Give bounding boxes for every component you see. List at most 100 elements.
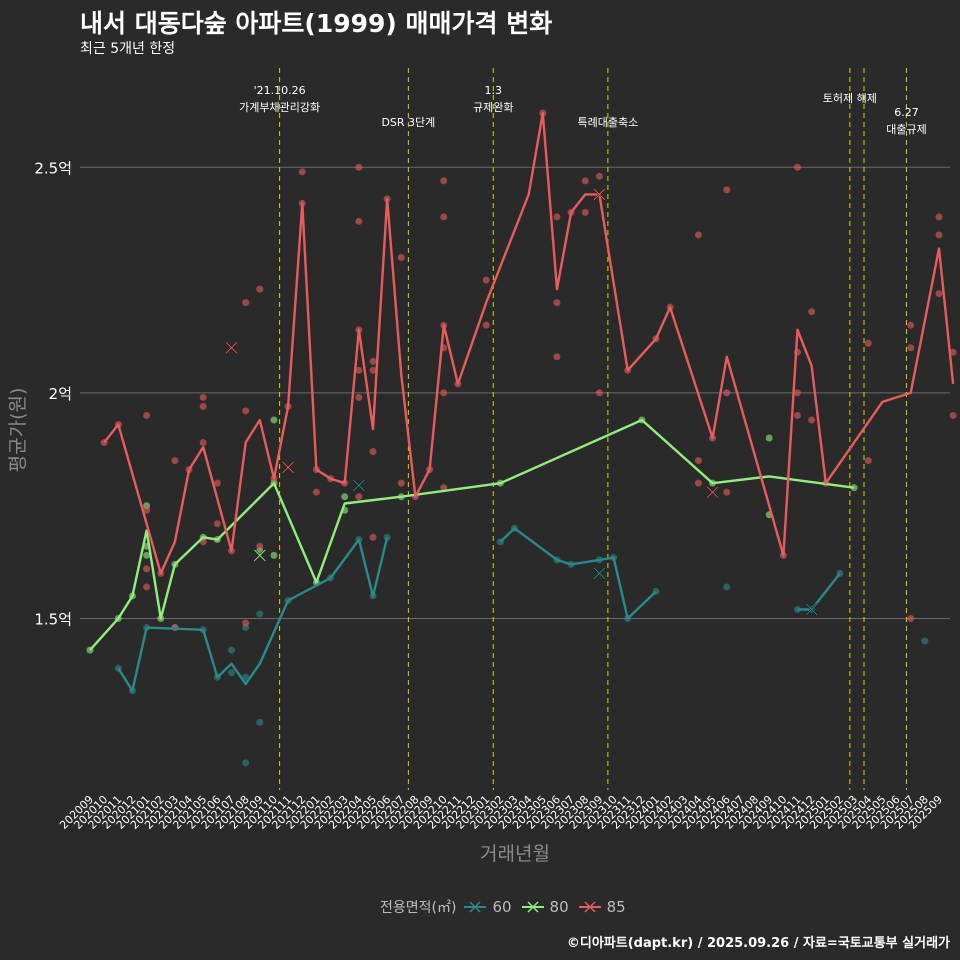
data-point-85 — [694, 457, 702, 465]
data-point-85 — [907, 321, 915, 329]
data-point-85 — [143, 411, 151, 419]
data-point-85 — [440, 389, 448, 397]
data-point-60 — [921, 637, 929, 645]
data-point-85 — [723, 488, 731, 496]
event-label: 토허제 해제 — [823, 91, 877, 105]
data-point-85 — [440, 484, 448, 492]
data-point-85 — [595, 172, 603, 180]
event-label: 1.3 — [485, 84, 503, 97]
data-point-85 — [199, 402, 207, 410]
event-label: 6.27 — [894, 106, 919, 119]
data-point-85 — [482, 321, 490, 329]
legend-item-85[interactable]: 85 — [578, 898, 626, 916]
data-point-85 — [935, 213, 943, 221]
data-point-85 — [199, 393, 207, 401]
data-point-60 — [723, 583, 731, 591]
legend-key-85 — [578, 901, 601, 913]
cross-marker-85 — [706, 485, 719, 499]
source-credit: ©디아파트(dapt.kr) / 2025.09.26 / 자료=국토교통부 실… — [566, 936, 950, 951]
data-point-85 — [794, 163, 801, 171]
data-point-85 — [355, 493, 363, 501]
data-point-85 — [907, 615, 915, 623]
data-point-85 — [256, 285, 264, 293]
data-point-80 — [143, 551, 151, 559]
data-point-85 — [581, 177, 589, 185]
data-point-60 — [242, 759, 250, 767]
legend-item-80[interactable]: 80 — [521, 898, 569, 916]
data-point-80 — [341, 493, 349, 501]
legend-label-80: 80 — [549, 898, 569, 916]
data-point-60 — [256, 610, 264, 618]
series-lines — [89, 111, 955, 692]
data-point-85 — [864, 339, 872, 347]
cross-marker-80 — [253, 549, 267, 562]
data-point-85 — [794, 389, 801, 397]
data-point-85 — [171, 457, 179, 465]
data-point-80 — [270, 551, 278, 559]
data-point-85 — [369, 357, 377, 365]
data-point-85 — [864, 457, 872, 465]
legend-label-60: 60 — [492, 898, 512, 916]
data-point-85 — [794, 411, 801, 419]
data-point-60 — [242, 673, 250, 681]
data-point-85 — [949, 411, 957, 419]
cross-marker-60 — [593, 567, 606, 580]
event-label: 특례대출축소 — [578, 116, 639, 129]
data-point-85 — [440, 213, 448, 221]
data-point-85 — [397, 479, 405, 487]
cross-marker-60 — [352, 479, 366, 492]
y-tick-label: 2억 — [49, 385, 72, 403]
cross-marker-85 — [593, 188, 606, 201]
data-point-85 — [553, 353, 561, 361]
data-point-60 — [256, 718, 264, 726]
event-label: DSR 3단계 — [381, 116, 435, 129]
data-point-85 — [553, 299, 561, 307]
data-point-85 — [143, 565, 151, 573]
data-point-85 — [143, 506, 151, 514]
cross-marker-85 — [225, 341, 238, 354]
y-tick-label: 1.5억 — [34, 611, 72, 629]
cross-marker-60 — [805, 603, 818, 616]
data-point-85 — [694, 231, 702, 239]
data-point-85 — [581, 208, 589, 216]
data-point-85 — [808, 308, 816, 316]
data-point-85 — [355, 366, 363, 374]
data-point-85 — [369, 448, 377, 456]
data-point-85 — [242, 407, 250, 415]
data-point-85 — [553, 213, 561, 221]
data-point-85 — [312, 488, 320, 496]
data-point-85 — [256, 542, 264, 550]
data-point-85 — [440, 177, 448, 185]
legend-key-80 — [521, 901, 544, 913]
series-line-80 — [89, 418, 855, 651]
data-point-85 — [935, 231, 943, 239]
data-point-85 — [369, 533, 377, 541]
event-label: 규제완화 — [473, 101, 513, 114]
event-label: '21.10.26 — [254, 84, 306, 97]
legend-item-60[interactable]: 60 — [464, 898, 512, 916]
data-point-60 — [228, 646, 235, 654]
data-point-85 — [949, 348, 957, 356]
data-point-85 — [355, 393, 363, 401]
data-point-85 — [482, 276, 490, 284]
cross-marker-85 — [281, 461, 295, 474]
y-tick-label: 2.5억 — [34, 159, 72, 177]
data-point-85 — [935, 290, 943, 298]
legend-label-85: 85 — [606, 898, 626, 916]
data-point-85 — [199, 439, 207, 447]
data-point-85 — [694, 479, 702, 487]
data-point-85 — [723, 186, 731, 194]
data-point-85 — [808, 416, 816, 424]
chart-title: 내서 대동다숲 아파트(1999) 매매가격 변화 — [80, 9, 553, 38]
chart-subtitle: 최근 5개년 한정 — [80, 41, 176, 57]
data-point-85 — [355, 217, 363, 225]
series-line-60 — [117, 527, 841, 692]
data-point-80 — [270, 416, 278, 424]
scatter-points — [86, 109, 957, 767]
legend-title: 전용면적(㎡) — [380, 900, 457, 916]
data-point-85 — [298, 168, 306, 176]
data-point-85 — [369, 366, 377, 374]
y-axis-title: 평균가(원) — [7, 388, 29, 473]
